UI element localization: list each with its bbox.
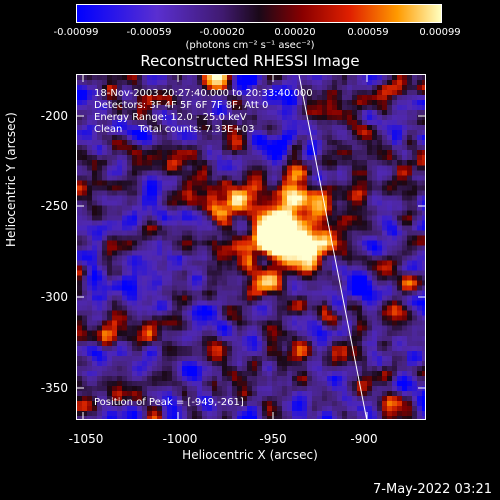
x-tick-label: -950 <box>259 432 287 446</box>
datestamp: 7-May-2022 03:21 <box>373 482 492 497</box>
colorbar-tick: 0.00020 <box>274 27 316 38</box>
colorbar-tick: -0.00059 <box>126 27 172 38</box>
colorbar-units: (photons cm⁻² s⁻¹ asec⁻²) <box>185 40 315 51</box>
peak-position: Position of Peak = [-949,-261] <box>94 397 244 408</box>
x-tick-label: -900 <box>350 432 378 446</box>
colorbar <box>76 4 442 23</box>
solar-limb-line <box>298 75 368 419</box>
x-tick-label: -1000 <box>162 432 198 446</box>
limb-overlay <box>298 75 368 419</box>
info-time-range: 18-Nov-2003 20:27:40.000 to 20:33:40.000 <box>94 88 313 99</box>
x-axis-label: Heliocentric X (arcsec) <box>182 448 318 462</box>
y-tick-label: -200 <box>40 109 68 123</box>
colorbar-tick: -0.00099 <box>53 27 99 38</box>
y-tick-label: -250 <box>40 199 68 213</box>
plot-title: Reconstructed RHESSI Image <box>140 52 360 70</box>
info-energy-range: Energy Range: 12.0 - 25.0 keV <box>94 112 247 123</box>
y-tick-label: -300 <box>40 290 68 304</box>
x-tick-label: -1050 <box>68 432 104 446</box>
image-plot <box>76 74 426 420</box>
info-detectors: Detectors: 3F 4F 5F 6F 7F 8F, Att 0 <box>94 100 269 111</box>
colorbar-tick: 0.00059 <box>347 27 389 38</box>
colorbar-tick: -0.00020 <box>199 27 245 38</box>
colorbar-tick: 0.00099 <box>419 27 461 38</box>
y-tick-label: -350 <box>40 381 68 395</box>
reconstructed-image <box>77 75 425 419</box>
y-axis-label: Heliocentric Y (arcsec) <box>4 112 18 247</box>
info-algorithm-counts: Clean Total counts: 7.33E+03 <box>94 124 255 135</box>
